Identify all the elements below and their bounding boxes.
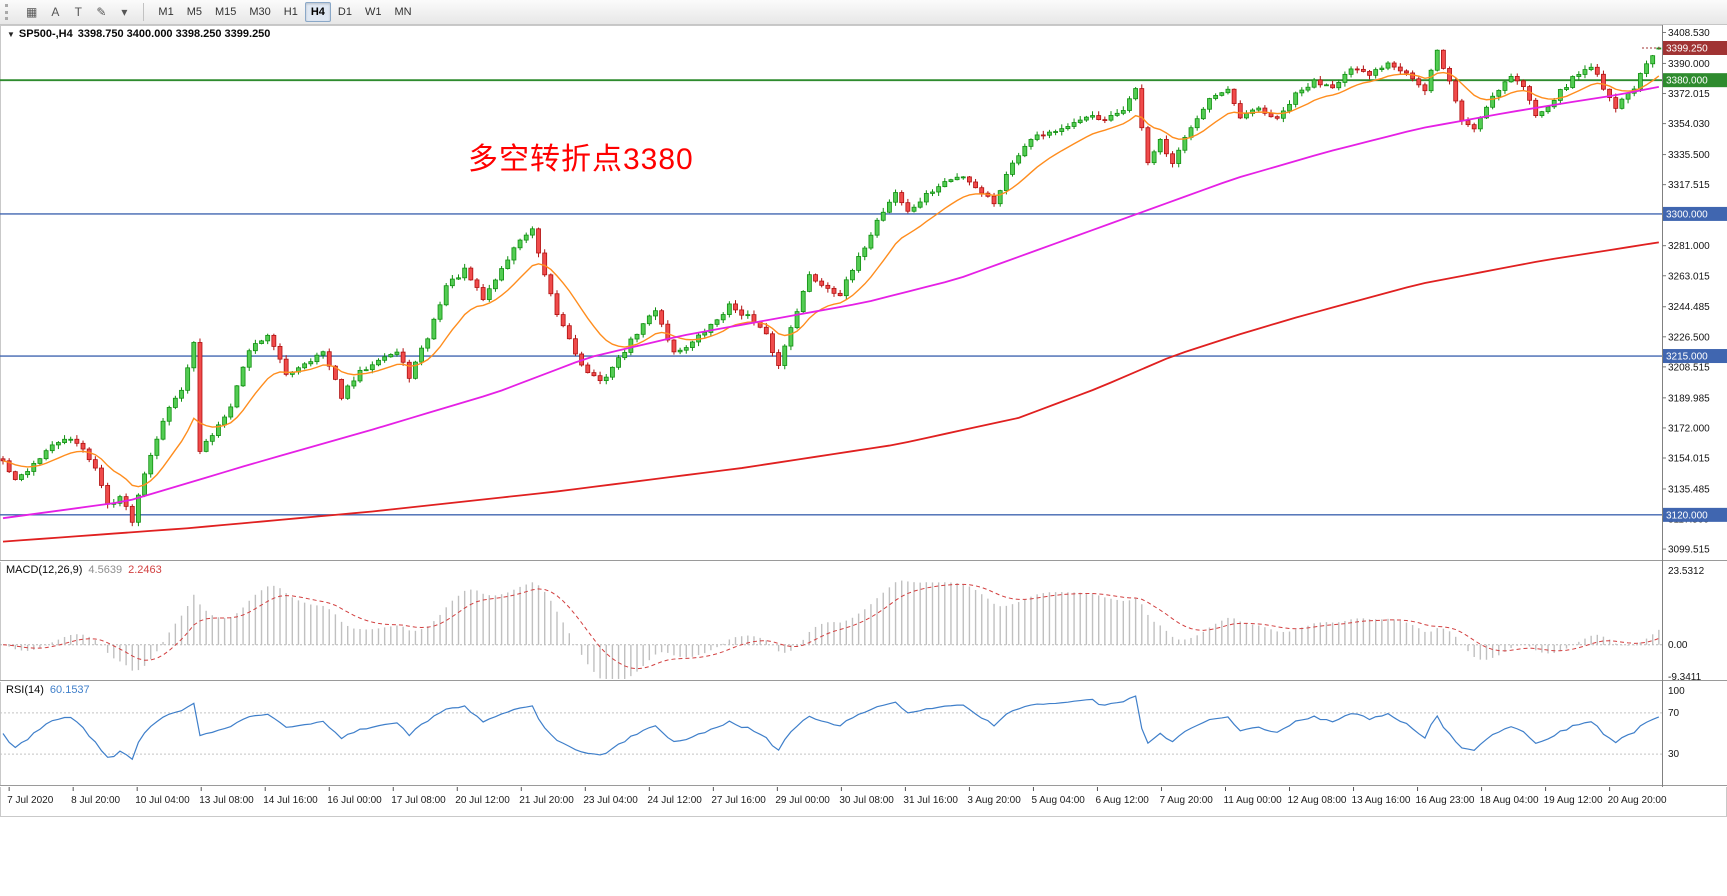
svg-text:11 Aug 00:00: 11 Aug 00:00 xyxy=(1223,795,1282,806)
timeframe-m30-button[interactable]: M30 xyxy=(243,2,276,22)
rsi-line xyxy=(2,695,1660,761)
svg-text:3208.515: 3208.515 xyxy=(1668,362,1710,373)
timeframe-h1-button[interactable]: H1 xyxy=(278,2,304,22)
timeframe-m1-button[interactable]: M1 xyxy=(152,2,179,22)
cursor-tool-button[interactable]: A xyxy=(44,2,66,22)
svg-text:3154.015: 3154.015 xyxy=(1668,453,1710,464)
svg-text:20 Aug 20:00: 20 Aug 20:00 xyxy=(1608,795,1667,806)
symbol-ohlc-info: ▼ SP500-,H4 3398.750 3400.000 3398.250 339… xyxy=(7,28,275,40)
svg-text:30: 30 xyxy=(1668,749,1680,760)
svg-text:3135.485: 3135.485 xyxy=(1668,484,1710,495)
text-tool-button[interactable]: T xyxy=(67,2,89,22)
ma-slow-line xyxy=(2,241,1659,543)
chart-canvas[interactable]: 3408.530 3390.000 3372.015 3354.030 3335.500… xyxy=(0,25,1727,896)
svg-text:3408.530: 3408.530 xyxy=(1668,28,1710,39)
time-axis: 7 Jul 2020 8 Jul 20:00 10 Jul 04:00 13 Jul … xyxy=(7,787,1667,806)
svg-text:27 Jul 16:00: 27 Jul 16:00 xyxy=(711,795,766,806)
macd-indicator-info: MACD(12,26,9) 4.5639 2.2463 xyxy=(6,564,168,576)
rsi-panel xyxy=(0,695,1662,761)
svg-text:3172.000: 3172.000 xyxy=(1668,423,1710,434)
svg-text:29 Jul 00:00: 29 Jul 00:00 xyxy=(775,795,830,806)
timeframe-mn-button[interactable]: MN xyxy=(388,2,417,22)
macd-label: MACD(12,26,9) xyxy=(6,564,83,576)
horizontal-lines xyxy=(0,79,1662,516)
chart-toolbar: ▦ A T ✎ ▾ M1 M5 M15 M30 H1 H4 D1 W1 MN xyxy=(0,0,1727,25)
svg-text:3263.015: 3263.015 xyxy=(1668,271,1710,282)
macd-signal-line xyxy=(2,583,1660,670)
price-axis: 3408.530 3390.000 3372.015 3354.030 3335.500… xyxy=(1642,28,1727,760)
timeframe-w1-button[interactable]: W1 xyxy=(359,2,388,22)
svg-text:3189.985: 3189.985 xyxy=(1668,393,1710,404)
svg-text:13 Aug 16:00: 13 Aug 16:00 xyxy=(1352,795,1411,806)
chart-grid-tool-button[interactable]: ▦ xyxy=(20,2,43,22)
ma-mid-line xyxy=(2,85,1660,520)
svg-text:12 Aug 08:00: 12 Aug 08:00 xyxy=(1288,795,1347,806)
macd-main-value: 4.5639 xyxy=(88,564,123,576)
svg-text:3120.000: 3120.000 xyxy=(1666,510,1708,521)
ohlc-values: 3398.750 3400.000 3398.250 3399.250 xyxy=(77,28,271,40)
svg-text:3226.500: 3226.500 xyxy=(1668,332,1710,343)
macd-signal-value: 2.2463 xyxy=(128,564,162,576)
toolbar-drag-handle[interactable] xyxy=(5,4,13,20)
draw-tool-caret-button[interactable]: ▾ xyxy=(113,2,135,22)
svg-text:70: 70 xyxy=(1668,708,1680,719)
draw-tool-button[interactable]: ✎ xyxy=(90,2,112,22)
svg-text:3215.000: 3215.000 xyxy=(1666,352,1708,363)
svg-text:-9.3411: -9.3411 xyxy=(1668,672,1702,683)
timeframe-h4-button[interactable]: H4 xyxy=(304,2,331,22)
svg-text:3335.500: 3335.500 xyxy=(1668,150,1710,161)
toolbar-separator xyxy=(143,3,145,21)
ma-fast-line xyxy=(2,71,1660,488)
svg-text:3300.000: 3300.000 xyxy=(1666,209,1708,220)
svg-text:3380.000: 3380.000 xyxy=(1666,76,1708,87)
svg-text:7 Jul 2020: 7 Jul 2020 xyxy=(7,795,54,806)
timeframe-buttons: M1 M5 M15 M30 H1 H4 D1 W1 MN xyxy=(152,2,417,22)
svg-text:3372.015: 3372.015 xyxy=(1668,89,1710,100)
svg-text:23 Jul 04:00: 23 Jul 04:00 xyxy=(583,795,638,806)
svg-text:5 Aug 04:00: 5 Aug 04:00 xyxy=(1031,795,1085,806)
svg-text:17 Jul 08:00: 17 Jul 08:00 xyxy=(391,795,446,806)
svg-text:13 Jul 08:00: 13 Jul 08:00 xyxy=(199,795,254,806)
svg-text:3099.515: 3099.515 xyxy=(1668,545,1710,556)
timeframe-m5-button[interactable]: M5 xyxy=(181,2,208,22)
svg-text:23.5312: 23.5312 xyxy=(1668,566,1705,577)
svg-text:0.00: 0.00 xyxy=(1668,640,1688,651)
svg-text:21 Jul 20:00: 21 Jul 20:00 xyxy=(519,795,574,806)
candlestick-series xyxy=(0,46,1662,527)
svg-text:3399.250: 3399.250 xyxy=(1666,43,1708,54)
moving-averages xyxy=(2,71,1660,543)
svg-text:8 Jul 20:00: 8 Jul 20:00 xyxy=(71,795,120,806)
svg-text:18 Aug 04:00: 18 Aug 04:00 xyxy=(1480,795,1539,806)
svg-text:16 Jul 00:00: 16 Jul 00:00 xyxy=(327,795,382,806)
svg-text:30 Jul 08:00: 30 Jul 08:00 xyxy=(839,795,894,806)
svg-text:24 Jul 12:00: 24 Jul 12:00 xyxy=(647,795,702,806)
svg-text:7 Aug 20:00: 7 Aug 20:00 xyxy=(1159,795,1213,806)
svg-text:3317.515: 3317.515 xyxy=(1668,180,1710,191)
timeframe-d1-button[interactable]: D1 xyxy=(332,2,358,22)
svg-text:14 Jul 16:00: 14 Jul 16:00 xyxy=(263,795,318,806)
svg-text:3244.485: 3244.485 xyxy=(1668,302,1710,313)
rsi-indicator-info: RSI(14) 60.1537 xyxy=(6,684,96,696)
svg-text:16 Aug 23:00: 16 Aug 23:00 xyxy=(1416,795,1475,806)
drawing-tool-buttons: ▦ A T ✎ ▾ xyxy=(20,2,135,22)
svg-text:3281.000: 3281.000 xyxy=(1668,241,1710,252)
svg-text:31 Jul 16:00: 31 Jul 16:00 xyxy=(903,795,958,806)
symbol-period-label: SP500-,H4 xyxy=(18,28,73,40)
macd-panel xyxy=(0,580,1662,679)
svg-text:3390.000: 3390.000 xyxy=(1668,59,1710,70)
svg-text:10 Jul 04:00: 10 Jul 04:00 xyxy=(135,795,190,806)
collapse-quotes-icon[interactable]: ▼ xyxy=(7,30,15,39)
svg-text:3 Aug 20:00: 3 Aug 20:00 xyxy=(967,795,1021,806)
rsi-label: RSI(14) xyxy=(6,684,44,696)
svg-text:6 Aug 12:00: 6 Aug 12:00 xyxy=(1095,795,1149,806)
svg-text:3354.030: 3354.030 xyxy=(1668,119,1710,130)
svg-text:19 Aug 12:00: 19 Aug 12:00 xyxy=(1544,795,1603,806)
rsi-value: 60.1537 xyxy=(49,684,90,696)
svg-text:20 Jul 12:00: 20 Jul 12:00 xyxy=(455,795,510,806)
svg-text:100: 100 xyxy=(1668,686,1685,697)
timeframe-m15-button[interactable]: M15 xyxy=(209,2,242,22)
chart-annotation-text[interactable]: 多空转折点3380 xyxy=(468,143,694,176)
